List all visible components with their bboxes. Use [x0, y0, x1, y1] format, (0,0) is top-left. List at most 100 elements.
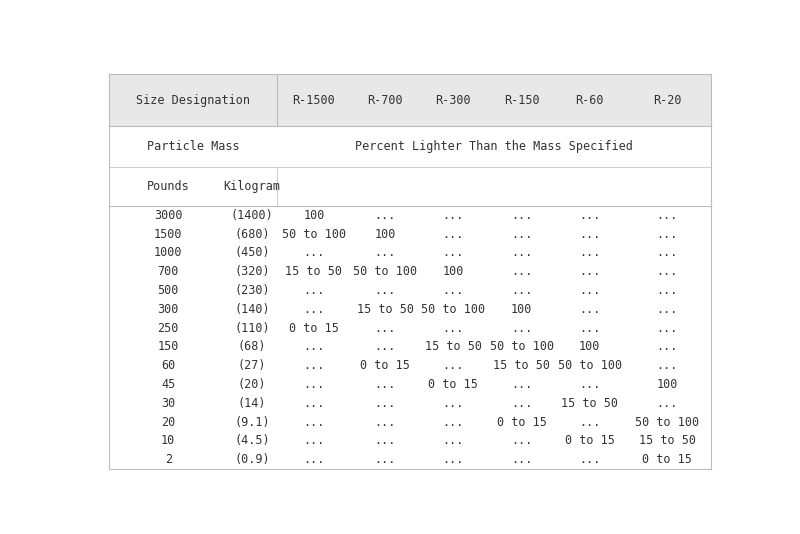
Text: ...: ...: [511, 209, 532, 222]
Text: ...: ...: [303, 340, 325, 354]
Text: Kilogram: Kilogram: [223, 180, 280, 193]
Text: 0 to 15: 0 to 15: [429, 378, 478, 391]
Text: 500: 500: [158, 284, 179, 297]
Text: R-150: R-150: [504, 93, 539, 107]
Text: 1500: 1500: [154, 227, 182, 241]
Text: 0 to 15: 0 to 15: [360, 359, 410, 372]
Text: ...: ...: [579, 415, 601, 429]
Text: 15 to 50: 15 to 50: [493, 359, 550, 372]
Text: ...: ...: [303, 415, 325, 429]
Text: ...: ...: [374, 284, 396, 297]
Text: Pounds: Pounds: [147, 180, 190, 193]
Text: 700: 700: [158, 265, 179, 278]
Text: (4.5): (4.5): [234, 434, 270, 447]
Text: ...: ...: [303, 303, 325, 316]
Text: 150: 150: [158, 340, 179, 354]
Text: ...: ...: [511, 227, 532, 241]
Text: 0 to 15: 0 to 15: [289, 321, 339, 335]
Bar: [110, 74, 710, 126]
Text: ...: ...: [511, 378, 532, 391]
Text: ...: ...: [442, 415, 464, 429]
Text: ...: ...: [442, 227, 464, 241]
Text: 15 to 50: 15 to 50: [357, 303, 414, 316]
Text: 3000: 3000: [154, 209, 182, 222]
Text: ...: ...: [511, 397, 532, 410]
Text: R-700: R-700: [367, 93, 403, 107]
Text: ...: ...: [374, 321, 396, 335]
Text: 0 to 15: 0 to 15: [497, 415, 546, 429]
Text: ...: ...: [374, 246, 396, 260]
Text: ...: ...: [511, 246, 532, 260]
Text: 50 to 100: 50 to 100: [353, 265, 418, 278]
Text: (110): (110): [234, 321, 270, 335]
Text: ...: ...: [374, 397, 396, 410]
Text: 15 to 50: 15 to 50: [639, 434, 696, 447]
Text: 2: 2: [165, 453, 172, 466]
Text: ...: ...: [579, 265, 601, 278]
Text: ...: ...: [442, 434, 464, 447]
Text: ...: ...: [303, 397, 325, 410]
Text: R-300: R-300: [435, 93, 471, 107]
Text: ...: ...: [579, 453, 601, 466]
Text: 0 to 15: 0 to 15: [642, 453, 692, 466]
Text: 15 to 50: 15 to 50: [286, 265, 342, 278]
Text: ...: ...: [442, 321, 464, 335]
Text: ...: ...: [579, 321, 601, 335]
Text: 100: 100: [511, 303, 532, 316]
Text: 15 to 50: 15 to 50: [425, 340, 482, 354]
Text: 50 to 100: 50 to 100: [490, 340, 554, 354]
Text: 10: 10: [161, 434, 175, 447]
Text: (0.9): (0.9): [234, 453, 270, 466]
Text: ...: ...: [579, 209, 601, 222]
Text: 100: 100: [657, 378, 678, 391]
Text: (1400): (1400): [230, 209, 274, 222]
Text: ...: ...: [657, 284, 678, 297]
Text: 100: 100: [303, 209, 325, 222]
Text: ...: ...: [511, 453, 532, 466]
Text: 1000: 1000: [154, 246, 182, 260]
Text: 30: 30: [161, 397, 175, 410]
Text: ...: ...: [442, 209, 464, 222]
Text: ...: ...: [657, 227, 678, 241]
Text: ...: ...: [579, 303, 601, 316]
Text: ...: ...: [303, 284, 325, 297]
Text: Size Designation: Size Designation: [136, 93, 250, 107]
Text: (140): (140): [234, 303, 270, 316]
Text: (450): (450): [234, 246, 270, 260]
Text: 50 to 100: 50 to 100: [635, 415, 699, 429]
Text: 15 to 50: 15 to 50: [562, 397, 618, 410]
Text: ...: ...: [442, 359, 464, 372]
Text: ...: ...: [442, 397, 464, 410]
Text: Particle Mass: Particle Mass: [146, 140, 239, 153]
Text: ...: ...: [657, 397, 678, 410]
Text: ...: ...: [303, 434, 325, 447]
Text: ...: ...: [657, 265, 678, 278]
Text: ...: ...: [657, 209, 678, 222]
Text: (680): (680): [234, 227, 270, 241]
Text: ...: ...: [442, 453, 464, 466]
Text: 20: 20: [161, 415, 175, 429]
Text: ...: ...: [374, 378, 396, 391]
Text: 300: 300: [158, 303, 179, 316]
Text: 50 to 100: 50 to 100: [558, 359, 622, 372]
Text: ...: ...: [374, 453, 396, 466]
Text: ...: ...: [511, 434, 532, 447]
Text: ...: ...: [657, 340, 678, 354]
Text: ...: ...: [442, 246, 464, 260]
Text: ...: ...: [657, 246, 678, 260]
Text: 50 to 100: 50 to 100: [422, 303, 486, 316]
Text: R-20: R-20: [653, 93, 682, 107]
Text: (14): (14): [238, 397, 266, 410]
Text: 50 to 100: 50 to 100: [282, 227, 346, 241]
Text: R-1500: R-1500: [293, 93, 335, 107]
Text: 0 to 15: 0 to 15: [565, 434, 614, 447]
Text: (27): (27): [238, 359, 266, 372]
Text: ...: ...: [303, 359, 325, 372]
Text: ...: ...: [511, 265, 532, 278]
Text: ...: ...: [657, 359, 678, 372]
Text: 100: 100: [579, 340, 601, 354]
Text: (20): (20): [238, 378, 266, 391]
Text: ...: ...: [374, 209, 396, 222]
Text: ...: ...: [374, 434, 396, 447]
Text: ...: ...: [511, 284, 532, 297]
